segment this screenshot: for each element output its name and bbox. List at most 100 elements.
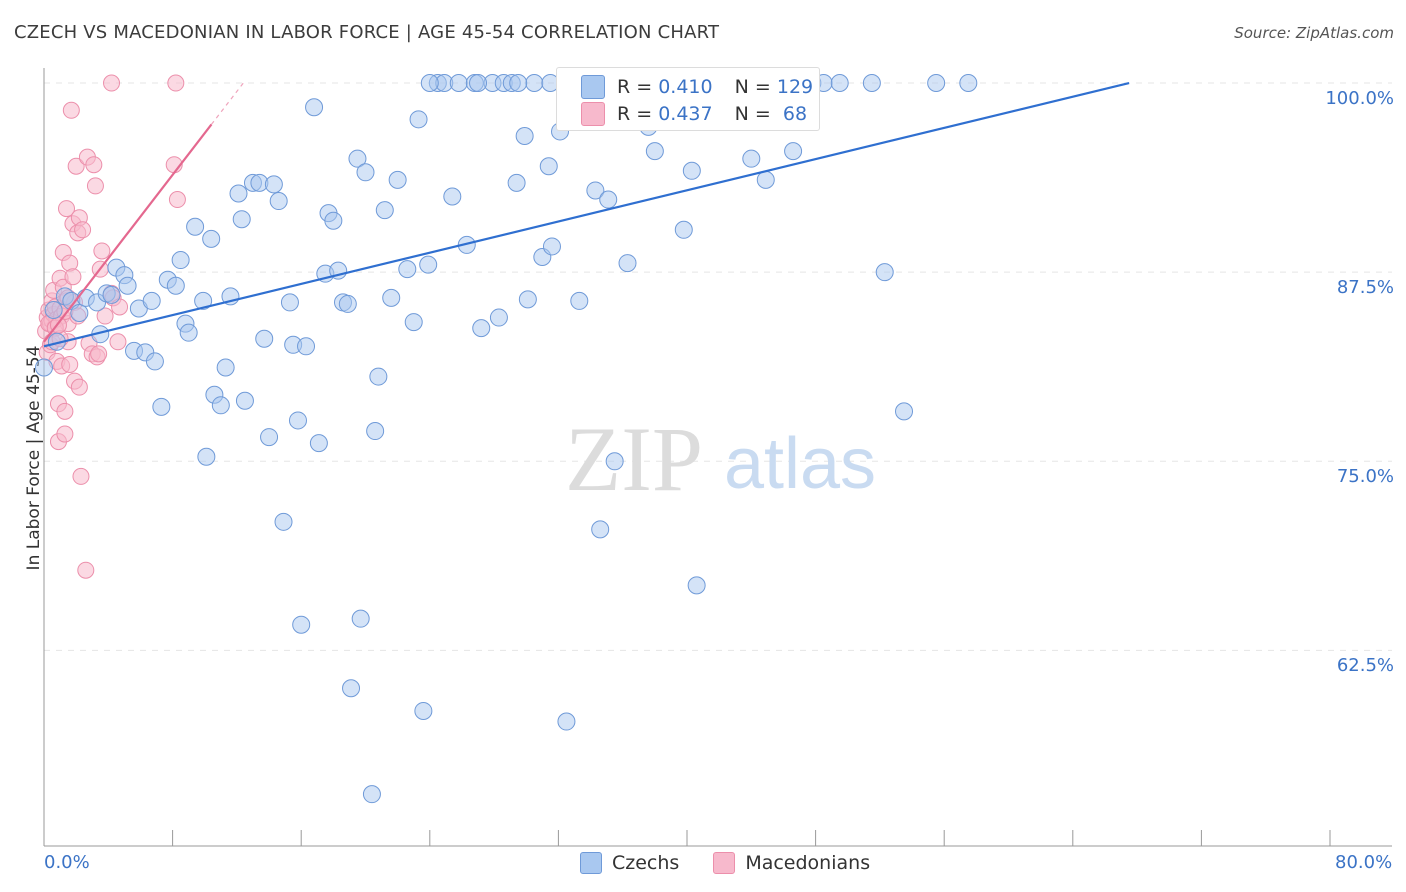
y-tick-label: 62.5%: [1336, 655, 1394, 677]
czech-point: [280, 293, 299, 312]
macedonian-point: [74, 221, 92, 239]
czech-point: [862, 74, 881, 93]
czech-point: [292, 615, 311, 634]
macedonian-point: [77, 561, 95, 579]
legend-macedonians-label: Macedonians: [745, 852, 871, 874]
czech-point: [362, 785, 381, 804]
czech-point: [274, 512, 293, 531]
czech-point: [179, 323, 198, 342]
czech-point: [959, 74, 978, 93]
watermark-atlas: atlas: [724, 424, 876, 504]
macedonian-point: [85, 156, 103, 174]
czech-point: [469, 74, 488, 93]
czech-point: [489, 308, 508, 327]
macedonian-point: [62, 101, 80, 119]
czech-point: [152, 397, 171, 416]
czech-point: [784, 142, 803, 161]
czech-point: [309, 434, 328, 453]
macedonian-trend-line: [43, 123, 213, 343]
macedonian-point: [103, 74, 121, 92]
macedonian-point: [61, 355, 79, 373]
czech-point: [44, 300, 63, 319]
czech-point: [557, 712, 576, 731]
czech-point: [229, 184, 248, 203]
legend-n-value: 68: [782, 103, 808, 125]
czech-swatch-icon: [581, 75, 605, 99]
czech-point: [264, 175, 283, 194]
czech-point: [211, 396, 230, 415]
czech-point: [515, 126, 534, 145]
macedonian-point: [58, 200, 76, 218]
legend-row-czechs: R = 0.410 N = 129: [581, 74, 813, 100]
czech-point: [171, 251, 190, 270]
source-note: Source: ZipAtlas.com: [1234, 24, 1394, 42]
czech-point: [927, 74, 946, 93]
czech-point: [202, 229, 221, 248]
czech-point: [674, 220, 693, 239]
macedonian-point: [56, 425, 74, 443]
czech-point: [297, 337, 316, 356]
czech-point: [166, 276, 185, 295]
legend-r-label: R =: [617, 103, 653, 125]
czech-point: [216, 358, 235, 377]
macedonian-point: [56, 402, 74, 420]
czech-trend-line: [43, 81, 1130, 348]
czech-point: [420, 74, 439, 93]
czech-point: [102, 285, 121, 304]
macedonian-point: [64, 268, 82, 286]
czech-point: [472, 319, 491, 338]
czech-point: [351, 609, 370, 628]
czech-point: [419, 255, 438, 274]
czech-point: [145, 352, 164, 371]
legend-n-value: 129: [776, 76, 814, 98]
czech-point: [542, 237, 561, 256]
legend-row-macedonians: R = 0.437 N = 68: [581, 101, 807, 127]
y-tick-label: 100.0%: [1325, 88, 1394, 110]
czech-point: [348, 149, 367, 168]
macedonian-points: [37, 74, 186, 579]
czech-point: [260, 428, 279, 447]
legend-czechs-label: Czechs: [612, 852, 680, 874]
macedonian-point: [72, 467, 90, 485]
czech-point: [518, 290, 537, 309]
legend-r-label: R =: [617, 76, 653, 98]
czech-point: [118, 276, 137, 295]
czech-point: [687, 576, 706, 595]
czech-point: [895, 402, 914, 421]
macedonian-point: [109, 333, 127, 351]
macedonian-point: [93, 242, 111, 260]
czech-point: [366, 422, 385, 441]
stats-legend: R = 0.410 N = 129 R = 0.437 N = 68: [556, 67, 820, 131]
czech-point: [342, 679, 361, 698]
trend-lines: [43, 81, 1130, 348]
czech-point: [186, 217, 205, 236]
x-tick-label-max: 80.0%: [1335, 852, 1393, 873]
macedonian-legend-icon: [713, 852, 736, 874]
czech-point: [398, 260, 417, 279]
macedonian-point: [70, 378, 88, 396]
czech-point: [404, 313, 423, 332]
czech-point: [356, 163, 375, 182]
czech-point: [369, 367, 388, 386]
czech-point: [742, 149, 761, 168]
czech-point: [194, 291, 213, 310]
czech-point: [197, 447, 216, 466]
czech-point: [539, 157, 558, 176]
czech-point: [324, 211, 343, 230]
czech-point: [235, 391, 254, 410]
macedonian-point: [86, 177, 104, 195]
czech-point: [269, 192, 288, 211]
watermark: ZIP atlas: [565, 408, 876, 510]
czech-point: [382, 288, 401, 307]
czech-point: [35, 358, 53, 377]
czech-point: [645, 142, 664, 161]
y-tick-label: 87.5%: [1336, 277, 1394, 299]
macedonian-point: [168, 191, 186, 209]
czech-point: [375, 201, 394, 220]
macedonian-point: [111, 298, 129, 316]
gridlines: [44, 82, 1392, 651]
czech-legend-icon: [580, 852, 602, 874]
czech-point: [586, 181, 605, 200]
czech-point: [875, 263, 894, 282]
